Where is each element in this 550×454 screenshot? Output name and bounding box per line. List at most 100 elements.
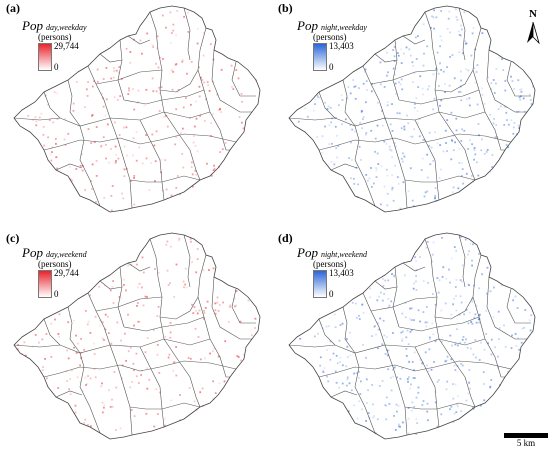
population-cell — [460, 280, 463, 283]
population-cell — [353, 183, 356, 185]
population-cell — [469, 243, 472, 245]
population-cell — [387, 192, 389, 195]
district-boundary — [231, 61, 256, 97]
population-cell — [87, 424, 89, 426]
population-cell — [314, 103, 316, 105]
population-cell — [346, 376, 349, 379]
population-cell — [353, 372, 355, 375]
population-cell — [456, 405, 459, 408]
population-cell — [530, 103, 533, 105]
population-cell — [400, 127, 403, 130]
district-boundary — [163, 111, 201, 181]
population-cell — [521, 327, 523, 330]
district-boundary — [398, 316, 480, 332]
legend-min: 0 — [54, 62, 59, 72]
population-cell — [414, 103, 416, 105]
district-boundary — [472, 254, 486, 340]
population-cell — [399, 83, 402, 86]
population-cell — [98, 285, 101, 288]
population-cell — [55, 156, 57, 159]
population-cell — [148, 378, 151, 381]
population-cell — [185, 286, 188, 289]
population-cell — [322, 371, 325, 373]
population-cell — [166, 125, 169, 128]
population-cell — [460, 410, 463, 413]
population-cell — [129, 180, 132, 182]
population-cell — [401, 339, 404, 342]
population-cell — [471, 259, 473, 262]
population-cell — [118, 66, 121, 68]
population-cell — [361, 127, 364, 130]
population-cell — [380, 165, 383, 168]
district-map — [13, 232, 261, 440]
population-cell — [428, 145, 430, 147]
population-cell — [433, 97, 436, 100]
population-cell — [162, 58, 164, 60]
district-boundary — [55, 163, 83, 171]
population-cell — [478, 252, 480, 255]
population-cell — [458, 34, 461, 36]
population-cell — [175, 346, 177, 348]
population-cell — [490, 379, 493, 381]
population-cell — [58, 313, 61, 316]
population-cell — [203, 309, 205, 312]
population-cell — [468, 97, 471, 100]
district-boundary — [99, 280, 123, 290]
population-cell — [422, 311, 425, 313]
population-cell — [409, 387, 411, 390]
population-cell — [182, 280, 185, 283]
population-cell — [419, 320, 421, 323]
population-cell — [494, 136, 497, 139]
population-cell — [86, 323, 89, 326]
population-cell — [75, 352, 78, 354]
population-cell — [105, 157, 107, 160]
population-cell — [407, 190, 410, 192]
population-cell — [104, 114, 107, 117]
population-cell — [457, 30, 460, 33]
population-cell — [444, 91, 446, 94]
district-boundary — [424, 11, 440, 113]
population-cell — [155, 90, 158, 93]
population-cell — [439, 35, 442, 38]
population-cell — [380, 291, 382, 294]
population-cell — [324, 125, 326, 128]
population-cell — [227, 321, 230, 323]
population-cell — [393, 73, 396, 76]
population-cell — [132, 154, 134, 157]
population-cell — [150, 162, 153, 164]
population-cell — [35, 124, 38, 127]
district-boundary — [79, 352, 101, 434]
population-cell — [335, 381, 338, 384]
population-cell — [169, 331, 172, 334]
population-cell — [418, 135, 421, 138]
population-cell — [102, 105, 105, 108]
population-cell — [157, 66, 160, 69]
population-cell — [127, 350, 130, 353]
population-cell — [84, 418, 87, 421]
population-cell — [179, 193, 181, 196]
population-cell — [108, 389, 110, 392]
district-boundary — [330, 163, 358, 171]
district-boundary — [209, 338, 230, 378]
population-cell — [136, 302, 139, 304]
population-cell — [491, 154, 494, 156]
population-cell — [188, 387, 191, 389]
scale-bar-label: 5 km — [516, 438, 536, 448]
population-cell — [103, 197, 106, 199]
population-cell — [83, 348, 86, 351]
population-cell — [422, 280, 425, 282]
population-cell — [487, 342, 489, 345]
population-cell — [205, 98, 207, 101]
population-cell — [460, 236, 462, 238]
population-cell — [486, 266, 489, 269]
population-cell — [505, 112, 508, 114]
district-boundary — [424, 238, 440, 340]
population-cell — [203, 81, 205, 84]
district-boundary — [458, 7, 466, 61]
population-cell — [410, 307, 413, 310]
population-cell — [151, 77, 154, 80]
population-cell — [396, 410, 398, 413]
population-cell — [397, 52, 399, 54]
population-cell — [336, 134, 338, 137]
population-cell — [440, 309, 443, 312]
